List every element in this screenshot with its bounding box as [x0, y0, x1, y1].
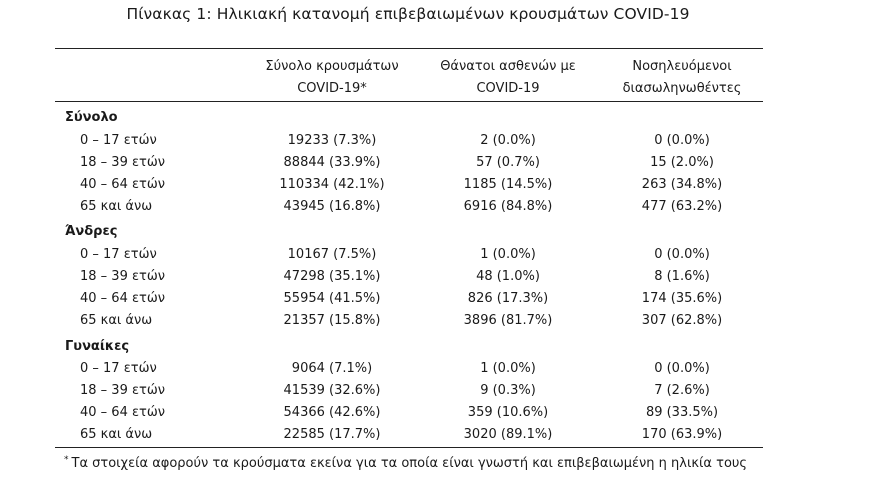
- deaths-cell: 3020 (89.1%): [463, 427, 553, 442]
- footnote-text: Τα στοιχεία αφορούν τα κρούσματα εκείνα …: [71, 456, 748, 471]
- intubated-cell: 89 (33.5%): [645, 405, 719, 420]
- footnote: * Τα στοιχεία αφορούν τα κρούσματα εκείνα…: [64, 450, 747, 474]
- column-header-line: Σύνολο κρουσμάτων: [265, 59, 399, 74]
- table-row: 65 και άνω 21357 (15.8%) 3896 (81.7%) 30…: [0, 310, 876, 332]
- age-label: 18 – 39 ετών: [80, 383, 165, 398]
- group-title-men: Άνδρες: [65, 224, 118, 239]
- cases-cell: 47298 (35.1%): [283, 269, 381, 284]
- intubated-cell: 7 (2.6%): [654, 383, 710, 398]
- deaths-cell: 1 (0.0%): [480, 247, 536, 262]
- intubated-cell: 0 (0.0%): [654, 133, 710, 148]
- table-row: 40 – 64 ετών 110334 (42.1%) 1185 (14.5%)…: [0, 174, 876, 196]
- deaths-cell: 359 (10.6%): [467, 405, 549, 420]
- table-row: 18 – 39 ετών 41539 (32.6%) 9 (0.3%) 7 (2…: [0, 380, 876, 402]
- cases-cell: 43945 (16.8%): [283, 199, 381, 214]
- cases-cell: 22585 (17.7%): [283, 427, 381, 442]
- intubated-cell: 15 (2.0%): [650, 155, 714, 170]
- column-header-intubated: Νοσηλευόμενοι διασωληνωθέντες: [597, 56, 767, 100]
- group-title-women: Γυναίκες: [65, 339, 130, 354]
- table-row: 0 – 17 ετών 10167 (7.5%) 1 (0.0%) 0 (0.0…: [0, 244, 876, 266]
- intubated-cell: 8 (1.6%): [654, 269, 710, 284]
- deaths-cell: 9 (0.3%): [480, 383, 536, 398]
- column-header-line: Θάνατοι ασθενών με: [440, 59, 576, 74]
- age-label: 40 – 64 ετών: [80, 177, 165, 192]
- age-label: 40 – 64 ετών: [80, 405, 165, 420]
- age-label: 40 – 64 ετών: [80, 291, 165, 306]
- cases-cell: 41539 (32.6%): [283, 383, 381, 398]
- table-row: 18 – 39 ετών 47298 (35.1%) 48 (1.0%) 8 (…: [0, 266, 876, 288]
- column-header-line: COVID-19: [476, 81, 540, 96]
- column-header-line: Νοσηλευόμενοι: [632, 59, 732, 74]
- column-header-line: COVID-19*: [297, 81, 367, 96]
- age-label: 65 και άνω: [80, 427, 153, 442]
- column-header-deaths: Θάνατοι ασθενών με COVID-19: [423, 56, 593, 100]
- cases-cell: 10167 (7.5%): [287, 247, 377, 262]
- age-label: 65 και άνω: [80, 313, 153, 328]
- intubated-cell: 477 (63.2%): [641, 199, 723, 214]
- cases-cell: 88844 (33.9%): [283, 155, 381, 170]
- deaths-cell: 826 (17.3%): [467, 291, 549, 306]
- table-row: 65 και άνω 22585 (17.7%) 3020 (89.1%) 17…: [0, 424, 876, 446]
- deaths-cell: 1 (0.0%): [480, 361, 536, 376]
- column-header-total-cases: Σύνολο κρουσμάτων COVID-19*: [247, 56, 417, 100]
- deaths-cell: 57 (0.7%): [476, 155, 540, 170]
- header-divider-rule: [55, 101, 763, 102]
- age-label: 0 – 17 ετών: [80, 247, 157, 262]
- table-title: Πίνακας 1: Ηλικιακή κατανομή επιβεβαιωμέ…: [126, 5, 690, 23]
- age-label: 18 – 39 ετών: [80, 155, 165, 170]
- deaths-cell: 48 (1.0%): [476, 269, 540, 284]
- footnote-marker: *: [64, 455, 69, 465]
- deaths-cell: 2 (0.0%): [480, 133, 536, 148]
- cases-cell: 55954 (41.5%): [283, 291, 381, 306]
- deaths-cell: 6916 (84.8%): [463, 199, 553, 214]
- cases-cell: 21357 (15.8%): [283, 313, 381, 328]
- intubated-cell: 307 (62.8%): [641, 313, 723, 328]
- intubated-cell: 0 (0.0%): [654, 247, 710, 262]
- deaths-cell: 3896 (81.7%): [463, 313, 553, 328]
- table-row: 0 – 17 ετών 9064 (7.1%) 1 (0.0%) 0 (0.0%…: [0, 358, 876, 380]
- cases-cell: 19233 (7.3%): [287, 133, 377, 148]
- intubated-cell: 0 (0.0%): [654, 361, 710, 376]
- table-bottom-rule: [55, 447, 763, 448]
- cases-cell: 54366 (42.6%): [283, 405, 381, 420]
- intubated-cell: 174 (35.6%): [641, 291, 723, 306]
- age-label: 65 και άνω: [80, 199, 153, 214]
- cases-cell: 9064 (7.1%): [291, 361, 373, 376]
- age-label: 18 – 39 ετών: [80, 269, 165, 284]
- intubated-cell: 263 (34.8%): [641, 177, 723, 192]
- deaths-cell: 1185 (14.5%): [463, 177, 553, 192]
- table-top-rule: [55, 48, 763, 49]
- table-row: 18 – 39 ετών 88844 (33.9%) 57 (0.7%) 15 …: [0, 152, 876, 174]
- intubated-cell: 170 (63.9%): [641, 427, 723, 442]
- table-row: 40 – 64 ετών 55954 (41.5%) 826 (17.3%) 1…: [0, 288, 876, 310]
- group-title-total: Σύνολο: [65, 110, 118, 125]
- table-row: 65 και άνω 43945 (16.8%) 6916 (84.8%) 47…: [0, 196, 876, 218]
- age-label: 0 – 17 ετών: [80, 133, 157, 148]
- table-row: 40 – 64 ετών 54366 (42.6%) 359 (10.6%) 8…: [0, 402, 876, 424]
- age-label: 0 – 17 ετών: [80, 361, 157, 376]
- column-header-line: διασωληνωθέντες: [622, 81, 742, 96]
- cases-cell: 110334 (42.1%): [279, 177, 385, 192]
- table-row: 0 – 17 ετών 19233 (7.3%) 2 (0.0%) 0 (0.0…: [0, 130, 876, 152]
